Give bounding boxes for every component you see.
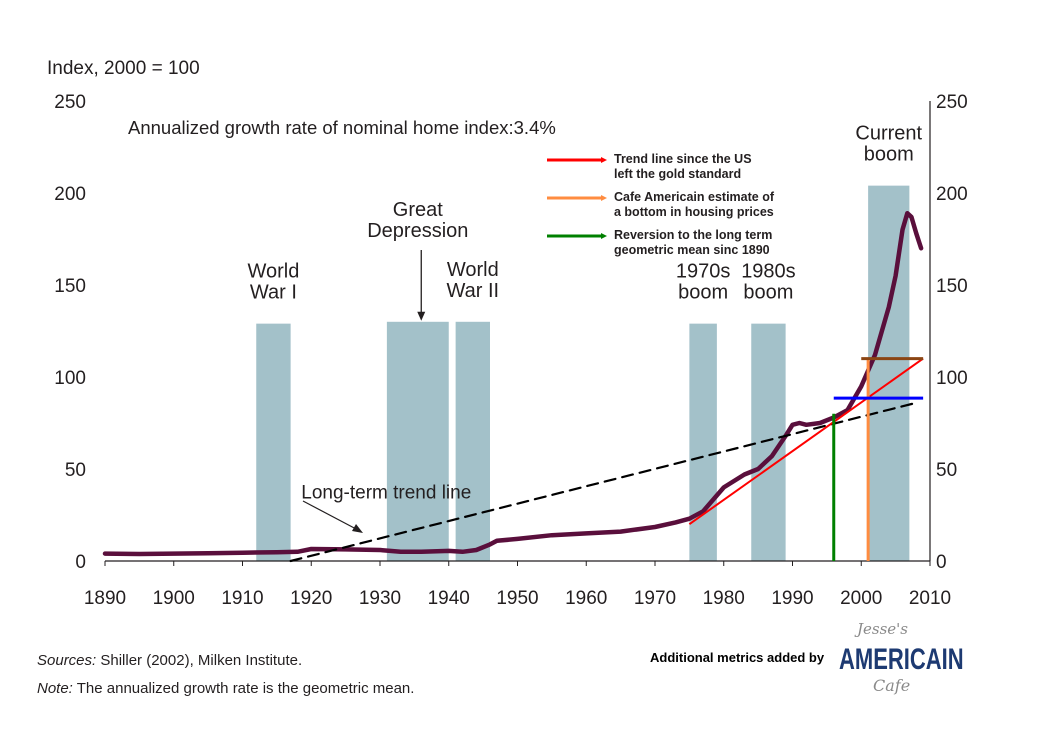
legend-label: Reversion to the long term: [614, 228, 772, 242]
x-tick-label: 1920: [290, 588, 332, 609]
x-tick-label: 1980: [703, 588, 745, 609]
y-tick-label-right: 0: [936, 552, 947, 573]
annotation-arrowhead: [417, 311, 426, 321]
sources-label: Sources:: [37, 652, 97, 669]
trend-pointer-head: [352, 524, 363, 533]
credit-text: Additional metrics added by: [650, 650, 825, 665]
x-tick-label: 2000: [840, 588, 882, 609]
period-label: Current: [855, 123, 922, 145]
period-label: 1970s: [676, 261, 731, 283]
x-tick-label: 1960: [565, 588, 607, 609]
logo-top-text: Jesse's: [857, 620, 908, 638]
series-lines: [102, 210, 924, 563]
shaded-period-bar: [689, 323, 717, 561]
chart-subtitle: Annualized growth rate of nominal home i…: [128, 117, 556, 138]
legend-swatch-head: [601, 195, 607, 201]
legend-label: Trend line since the US: [614, 152, 752, 166]
y-tick-label: 0: [75, 552, 86, 573]
period-label: boom: [678, 282, 728, 304]
x-tick-label: 1890: [84, 588, 126, 609]
legend-label: Cafe Americain estimate of: [614, 190, 775, 204]
x-tick-label: 1930: [359, 588, 401, 609]
y-tick-label: 100: [54, 368, 86, 389]
y-tick-label: 150: [54, 276, 86, 297]
period-label: World: [447, 259, 499, 281]
legend-label: left the gold standard: [614, 167, 741, 181]
shaded-period-bar: [256, 323, 291, 561]
trend-pointer: [302, 500, 359, 531]
long-term-trend-line: [289, 401, 918, 563]
x-tick-label: 1950: [496, 588, 538, 609]
overlay-lines: [688, 357, 924, 561]
legend-label: a bottom in housing prices: [614, 205, 774, 219]
shaded-period-bar: [386, 321, 449, 561]
y-tick-label-right: 100: [936, 368, 968, 389]
cafe-americain-logo: Jesse's AMERICAIN Cafe: [835, 620, 964, 702]
y-tick-label-right: 250: [936, 92, 968, 113]
y-tick-label: 200: [54, 184, 86, 205]
x-tick-label: 1910: [221, 588, 263, 609]
y-tick-label-right: 50: [936, 460, 957, 481]
period-label: War II: [447, 280, 500, 302]
period-label: Depression: [367, 220, 468, 242]
shaded-period-bar: [455, 321, 490, 561]
y-tick-label-right: 200: [936, 184, 968, 205]
note-label: Note:: [37, 680, 73, 697]
legend-label: geometric mean sinc 1890: [614, 243, 770, 257]
sources-text: Shiller (2002), Milken Institute.: [96, 652, 303, 669]
period-label: 1980s: [741, 261, 796, 283]
period-label: boom: [864, 144, 914, 166]
trend-line-label: Long-term trend line: [301, 483, 471, 504]
plot-area: [105, 101, 930, 561]
x-tick-label: 2010: [909, 588, 951, 609]
x-tick-label: 1900: [153, 588, 195, 609]
logo-bottom-text: Cafe: [873, 676, 911, 695]
y-tick-label: 250: [54, 92, 86, 113]
growth-note: Note: The annualized growth rate is the …: [37, 680, 414, 697]
sources-note: Sources: Shiller (2002), Milken Institut…: [37, 652, 302, 669]
legend-swatch-head: [601, 233, 607, 239]
y-axis-unit-label: Index, 2000 = 100: [47, 58, 200, 79]
x-tick-label: 1970: [634, 588, 676, 609]
red-trend-line: [688, 357, 924, 526]
x-tick-label: 1940: [428, 588, 470, 609]
logo-brand-text: AMERICAIN: [839, 642, 964, 676]
period-label: boom: [743, 282, 793, 304]
period-label: War I: [250, 282, 297, 304]
y-tick-label: 50: [65, 460, 86, 481]
y-tick-label-right: 150: [936, 276, 968, 297]
plot-background: [105, 101, 930, 561]
period-label: Great: [393, 199, 443, 221]
legend-swatch-head: [601, 157, 607, 163]
note-text: The annualized growth rate is the geomet…: [72, 680, 415, 697]
home-index-line: [102, 210, 924, 557]
axes: 1890 1900 1910 1920 1930 1940 1950 1960 1970 1980…: [47, 58, 968, 609]
period-label: World: [248, 261, 300, 283]
x-tick-label: 1990: [771, 588, 813, 609]
